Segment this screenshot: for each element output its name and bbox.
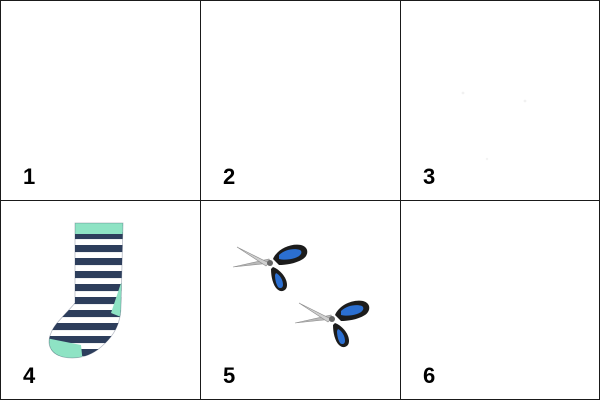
cell-number-label: 1 bbox=[23, 164, 36, 189]
grid-cell-4[interactable]: 4 bbox=[1, 200, 200, 399]
faint-artifact-image bbox=[461, 91, 527, 161]
cell-number-label: 4 bbox=[23, 363, 36, 388]
sock-icon bbox=[48, 222, 124, 359]
cell-number-label: 3 bbox=[423, 164, 436, 189]
grid-cell-3[interactable]: 3 bbox=[400, 1, 599, 200]
scissors-icon bbox=[232, 244, 308, 292]
grid-cell-1[interactable]: 1 bbox=[1, 1, 200, 200]
cell-number-label: 6 bbox=[423, 363, 436, 388]
scissors-icon bbox=[294, 300, 370, 348]
grid-cell-2[interactable]: 2 bbox=[200, 1, 400, 200]
grid-cell-5[interactable]: 5 bbox=[200, 200, 400, 399]
cell-number-label: 5 bbox=[223, 363, 236, 388]
cell-number-label: 2 bbox=[223, 164, 236, 189]
grid-cell-6[interactable]: 6 bbox=[400, 200, 599, 399]
